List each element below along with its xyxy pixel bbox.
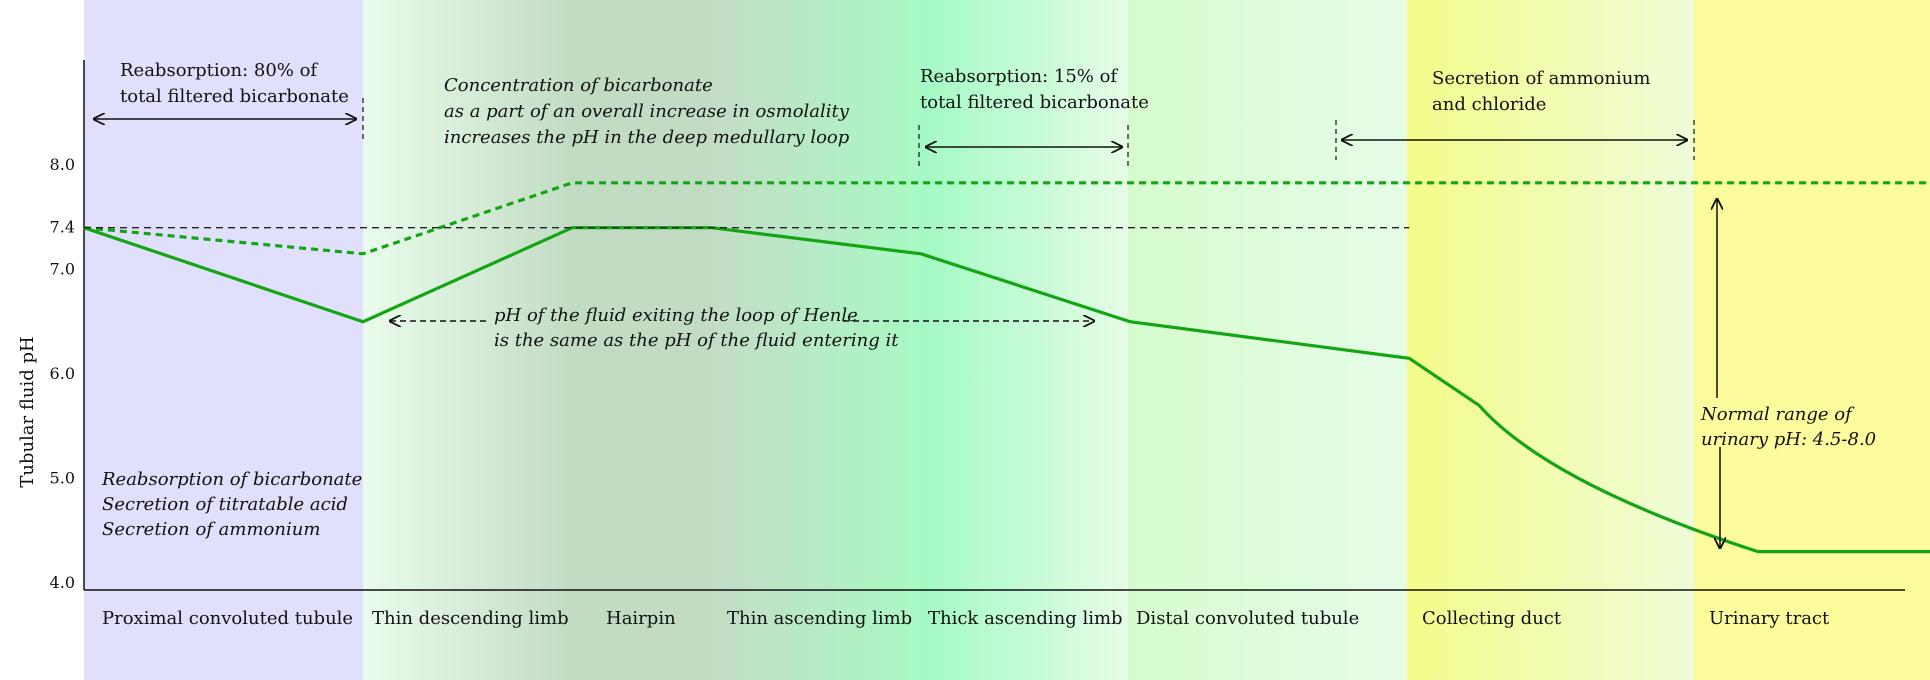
dotted-ph-line (83, 181, 1930, 256)
y-tick-label: 7.0 (50, 260, 75, 279)
segment-name: Distal convoluted tubule (1136, 608, 1359, 629)
segment-name: Thin ascending limb (727, 608, 912, 629)
proximal-functions-label: Reabsorption of bicarbonate Secretion of… (101, 469, 368, 540)
segment-name: Thick ascending limb (928, 608, 1123, 629)
y-tick-label: 6.0 (50, 364, 75, 383)
bracket-15pct (918, 125, 1129, 168)
y-tick-label: 5.0 (50, 469, 75, 488)
y-tick-labels: 4.0 5.0 6.0 7.0 7.4 8.0 (50, 155, 75, 592)
band-urinary (1694, 0, 1930, 680)
solid-ph-line (83, 226, 1930, 554)
segment-name: Hairpin (606, 608, 676, 629)
secretion-label: Secretion of ammonium and chloride (1432, 68, 1656, 115)
bracket-normal-range (1717, 199, 1720, 548)
band-thick-ascending (919, 0, 1128, 680)
y-tick-label: 4.0 (50, 573, 75, 592)
segment-name: Thin descending limb (372, 608, 569, 629)
loop-ph-label: pH of the fluid exiting the loop of Henl… (494, 305, 899, 351)
reabsorption-80-label: Reabsorption: 80% of total filtered bica… (120, 60, 349, 107)
y-tick-label: 8.0 (50, 155, 75, 174)
band-thin-ascending (710, 0, 919, 680)
band-thin-descending (363, 0, 572, 680)
band-collecting (1407, 0, 1694, 680)
segment-name: Proximal convoluted tubule (102, 608, 353, 629)
bracket-80pct (94, 98, 364, 142)
reabsorption-15-label: Reabsorption: 15% of total filtered bica… (920, 66, 1149, 113)
segment-labels: Proximal convoluted tubule Thin descendin… (102, 608, 1830, 629)
segment-name: Urinary tract (1709, 608, 1830, 629)
segment-name: Collecting duct (1422, 608, 1562, 629)
series-group (83, 181, 1930, 554)
band-hairpin (572, 0, 710, 680)
y-axis-title: Tubular fluid pH (17, 336, 38, 487)
concentration-label: Concentration of bicarbonate as a part o… (444, 75, 855, 148)
bracket-secretion (1335, 120, 1695, 160)
segment-backgrounds (84, 0, 1930, 680)
y-tick-label: 7.4 (50, 218, 75, 237)
normal-range-label: Normal range of urinary pH: 4.5-8.0 (1700, 404, 1876, 450)
